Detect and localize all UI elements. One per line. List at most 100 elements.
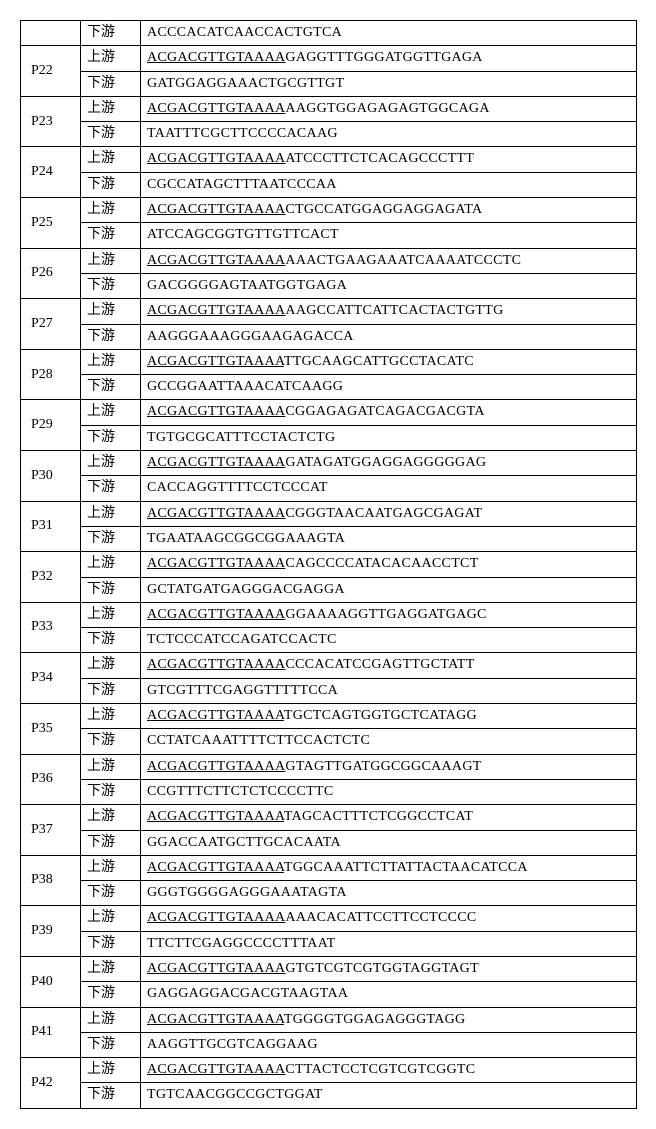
direction-cell: 上游	[81, 147, 141, 172]
table-row: 下游TGAATAAGCGGCGGAAAGTA	[21, 526, 637, 551]
underline-prefix: ACGACGTTGTAAAA	[147, 1062, 285, 1077]
sequence-cell: ACGACGTTGTAAAATGCTCAGTGGTGCTCATAGG	[141, 704, 637, 729]
direction-cell: 下游	[81, 628, 141, 653]
table-row: P24上游ACGACGTTGTAAAAATCCCTTCTCACAGCCCTTT	[21, 147, 637, 172]
table-row: P29上游ACGACGTTGTAAAACGGAGAGATCAGACGACGTA	[21, 400, 637, 425]
sequence-cell: ACGACGTTGTAAAACCCACATCCGAGTTGCTATT	[141, 653, 637, 678]
sequence-cell: ACGACGTTGTAAAACGGGTAACAATGAGCGAGAT	[141, 501, 637, 526]
sequence-cell: GCTATGATGAGGGACGAGGA	[141, 577, 637, 602]
direction-cell: 上游	[81, 501, 141, 526]
primer-id-cell: P42	[21, 1058, 81, 1109]
direction-cell: 上游	[81, 349, 141, 374]
table-row: P28上游ACGACGTTGTAAAATTGCAAGCATTGCCTACATC	[21, 349, 637, 374]
underline-prefix: ACGACGTTGTAAAA	[147, 253, 285, 268]
direction-cell: 下游	[81, 1083, 141, 1108]
table-row: P27上游ACGACGTTGTAAAAAAGCCATTCATTCACTACTGT…	[21, 299, 637, 324]
table-row: 下游CCTATCAAATTTTCTTCCACTCTC	[21, 729, 637, 754]
table-row: 下游GGACCAATGCTTGCACAATA	[21, 830, 637, 855]
table-row: 下游TGTCAACGGCCGCTGGAT	[21, 1083, 637, 1108]
sequence-cell: ACGACGTTGTAAAAATCCCTTCTCACAGCCCTTT	[141, 147, 637, 172]
primer-id-cell: P41	[21, 1007, 81, 1058]
sequence-cell: GAGGAGGACGACGTAAGTAA	[141, 982, 637, 1007]
direction-cell: 上游	[81, 96, 141, 121]
sequence-cell: ACGACGTTGTAAAACTTACTCCTCGTCGTCGGTC	[141, 1058, 637, 1083]
table-row: 下游TGTGCGCATTTCCTACTCTG	[21, 425, 637, 450]
table-row: P26上游ACGACGTTGTAAAAAAACTGAAGAAATCAAAATCC…	[21, 248, 637, 273]
table-row: P25上游ACGACGTTGTAAAACTGCCATGGAGGAGGAGATA	[21, 198, 637, 223]
direction-cell: 上游	[81, 552, 141, 577]
direction-cell: 上游	[81, 1007, 141, 1032]
sequence-cell: ACGACGTTGTAAAAGTAGTTGATGGCGGCAAAGT	[141, 754, 637, 779]
primer-id-cell: P34	[21, 653, 81, 704]
table-row: P33上游ACGACGTTGTAAAAGGAAAAGGTTGAGGATGAGC	[21, 602, 637, 627]
sequence-cell: ACGACGTTGTAAAAAAGGTGGAGAGAGTGGCAGA	[141, 96, 637, 121]
sequence-cell: CGCCATAGCTTTAATCCCAA	[141, 172, 637, 197]
direction-cell: 下游	[81, 273, 141, 298]
direction-cell: 下游	[81, 172, 141, 197]
table-row: 下游AAGGTTGCGTCAGGAAG	[21, 1032, 637, 1057]
table-row: P32上游ACGACGTTGTAAAACAGCCCCATACACAACCTCT	[21, 552, 637, 577]
direction-cell: 上游	[81, 248, 141, 273]
primer-id-cell: P23	[21, 96, 81, 147]
direction-cell: 下游	[81, 122, 141, 147]
sequence-cell: GGGTGGGGAGGGAAATAGTA	[141, 881, 637, 906]
sequence-cell: ACGACGTTGTAAAAGGAAAAGGTTGAGGATGAGC	[141, 602, 637, 627]
sequence-cell: ACGACGTTGTAAAAAAACACATTCCTTCCTCCCC	[141, 906, 637, 931]
direction-cell: 上游	[81, 754, 141, 779]
table-row: 下游TAATTTCGCTTCCCCACAAG	[21, 122, 637, 147]
direction-cell: 下游	[81, 577, 141, 602]
direction-cell: 下游	[81, 931, 141, 956]
underline-prefix: ACGACGTTGTAAAA	[147, 50, 285, 65]
underline-prefix: ACGACGTTGTAAAA	[147, 809, 284, 824]
table-row: 下游GATGGAGGAAACTGCGTTGT	[21, 71, 637, 96]
primer-id-cell: P38	[21, 855, 81, 906]
sequence-cell: ACGACGTTGTAAAATAGCACTTTCTCGGCCTCAT	[141, 805, 637, 830]
sequence-cell: CCTATCAAATTTTCTTCCACTCTC	[141, 729, 637, 754]
underline-prefix: ACGACGTTGTAAAA	[147, 303, 285, 318]
primer-id-cell: P39	[21, 906, 81, 957]
direction-cell: 上游	[81, 855, 141, 880]
sequence-cell: ACGACGTTGTAAAATGGGGTGGAGAGGGTAGG	[141, 1007, 637, 1032]
primer-id-cell: P33	[21, 602, 81, 653]
sequence-cell: ACGACGTTGTAAAATTGCAAGCATTGCCTACATC	[141, 349, 637, 374]
primer-id-cell: P25	[21, 198, 81, 249]
underline-prefix: ACGACGTTGTAAAA	[147, 151, 285, 166]
primer-id-cell: P37	[21, 805, 81, 856]
direction-cell: 下游	[81, 375, 141, 400]
direction-cell: 下游	[81, 729, 141, 754]
table-row: P30上游ACGACGTTGTAAAAGATAGATGGAGGAGGGGGAG	[21, 451, 637, 476]
direction-cell: 下游	[81, 678, 141, 703]
primer-id-cell: P22	[21, 46, 81, 97]
direction-cell: 上游	[81, 46, 141, 71]
direction-cell: 上游	[81, 400, 141, 425]
primer-id-cell: P35	[21, 704, 81, 755]
table-row: 下游GGGTGGGGAGGGAAATAGTA	[21, 881, 637, 906]
direction-cell: 上游	[81, 299, 141, 324]
direction-cell: 下游	[81, 982, 141, 1007]
table-row: 下游TCTCCCATCCAGATCCACTC	[21, 628, 637, 653]
sequence-cell: ACGACGTTGTAAAACGGAGAGATCAGACGACGTA	[141, 400, 637, 425]
sequence-cell: TGAATAAGCGGCGGAAAGTA	[141, 526, 637, 551]
sequence-cell: TCTCCCATCCAGATCCACTC	[141, 628, 637, 653]
primer-id-cell: P27	[21, 299, 81, 350]
direction-cell: 上游	[81, 653, 141, 678]
underline-prefix: ACGACGTTGTAAAA	[147, 961, 285, 976]
primer-id-cell: P28	[21, 349, 81, 400]
sequence-cell: ACGACGTTGTAAAAGAGGTTTGGGATGGTTGAGA	[141, 46, 637, 71]
sequence-cell: AAGGGAAAGGGAAGAGACCA	[141, 324, 637, 349]
direction-cell: 上游	[81, 704, 141, 729]
direction-cell: 上游	[81, 602, 141, 627]
underline-prefix: ACGACGTTGTAAAA	[147, 860, 284, 875]
direction-cell: 下游	[81, 779, 141, 804]
sequence-cell: ACGACGTTGTAAAAGATAGATGGAGGAGGGGGAG	[141, 451, 637, 476]
table-row: 下游AAGGGAAAGGGAAGAGACCA	[21, 324, 637, 349]
sequence-cell: TGTGCGCATTTCCTACTCTG	[141, 425, 637, 450]
primer-id-cell: P24	[21, 147, 81, 198]
sequence-cell: CACCAGGTTTTCCTCCCAT	[141, 476, 637, 501]
sequence-cell: ACGACGTTGTAAAAAAGCCATTCATTCACTACTGTTG	[141, 299, 637, 324]
underline-prefix: ACGACGTTGTAAAA	[147, 708, 284, 723]
sequence-cell: TAATTTCGCTTCCCCACAAG	[141, 122, 637, 147]
direction-cell: 下游	[81, 71, 141, 96]
table-row: P31上游ACGACGTTGTAAAACGGGTAACAATGAGCGAGAT	[21, 501, 637, 526]
underline-prefix: ACGACGTTGTAAAA	[147, 101, 285, 116]
